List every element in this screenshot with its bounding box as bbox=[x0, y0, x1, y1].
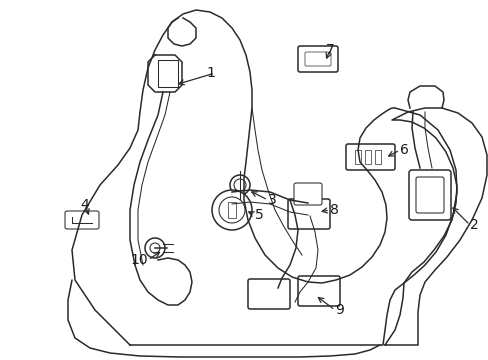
FancyBboxPatch shape bbox=[415, 177, 443, 213]
Text: 9: 9 bbox=[334, 303, 343, 317]
Circle shape bbox=[150, 243, 160, 253]
Text: 6: 6 bbox=[399, 143, 408, 157]
Text: 1: 1 bbox=[206, 66, 215, 80]
Text: 5: 5 bbox=[254, 208, 263, 222]
Text: 8: 8 bbox=[329, 203, 338, 217]
FancyBboxPatch shape bbox=[247, 279, 289, 309]
FancyBboxPatch shape bbox=[297, 46, 337, 72]
Bar bbox=[374, 150, 380, 164]
FancyBboxPatch shape bbox=[305, 52, 330, 66]
FancyBboxPatch shape bbox=[297, 276, 339, 306]
Text: 10: 10 bbox=[130, 253, 148, 267]
Text: 4: 4 bbox=[81, 198, 89, 212]
FancyBboxPatch shape bbox=[293, 183, 321, 205]
Text: 3: 3 bbox=[267, 193, 276, 207]
Text: 2: 2 bbox=[469, 218, 478, 232]
Text: 7: 7 bbox=[325, 43, 334, 57]
Circle shape bbox=[212, 190, 251, 230]
Circle shape bbox=[145, 238, 164, 258]
Circle shape bbox=[234, 179, 245, 191]
FancyBboxPatch shape bbox=[408, 170, 450, 220]
FancyBboxPatch shape bbox=[65, 211, 99, 229]
Bar bbox=[227, 202, 236, 218]
FancyBboxPatch shape bbox=[346, 144, 394, 170]
Bar bbox=[354, 150, 360, 164]
Circle shape bbox=[219, 197, 244, 223]
Bar bbox=[364, 150, 370, 164]
Circle shape bbox=[229, 175, 249, 195]
FancyBboxPatch shape bbox=[287, 199, 329, 229]
